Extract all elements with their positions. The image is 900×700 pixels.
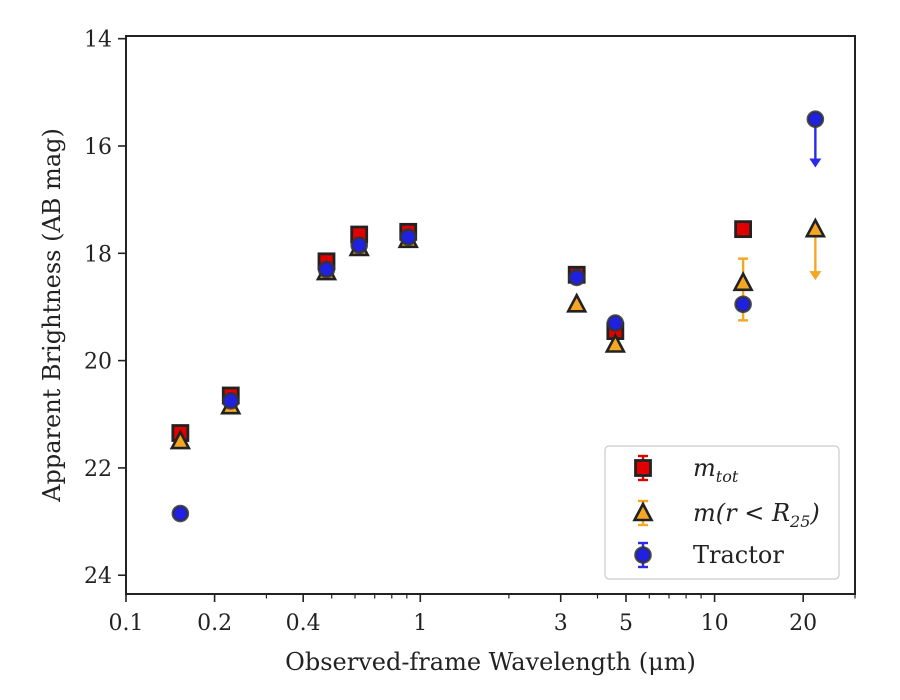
data-point bbox=[734, 295, 752, 314]
data-point bbox=[566, 292, 588, 313]
data-point bbox=[171, 504, 190, 523]
data-point bbox=[606, 314, 625, 332]
legend-entry: Tractor bbox=[634, 541, 784, 569]
data-point bbox=[734, 220, 753, 239]
x-tick-label: 0.2 bbox=[197, 611, 232, 636]
x-axis-label: Observed-frame Wavelength (μm) bbox=[285, 648, 696, 676]
x-tick-label: 1 bbox=[413, 611, 427, 636]
triangle-marker bbox=[566, 292, 588, 313]
x-tick-label: 3 bbox=[554, 611, 568, 636]
x-tick-label: 0.1 bbox=[109, 611, 144, 636]
data-point bbox=[317, 260, 336, 279]
axis-ticks: 0.1 0.2 0.4 1 3 5 10 20 14 16 18 20 22 24 bbox=[84, 28, 856, 636]
legend-label-subscript: tot bbox=[716, 467, 739, 486]
circle-marker bbox=[806, 110, 825, 128]
triangle-marker bbox=[804, 217, 827, 238]
circle-marker bbox=[221, 392, 240, 410]
data-point bbox=[221, 392, 240, 410]
triangle-marker bbox=[604, 332, 627, 353]
y-tick-label: 16 bbox=[84, 135, 112, 160]
y-tick-label: 22 bbox=[84, 457, 112, 482]
circle-marker bbox=[350, 236, 368, 255]
circle-marker bbox=[734, 295, 752, 314]
data-point bbox=[806, 110, 825, 168]
data-marks bbox=[169, 110, 827, 523]
triangle-marker bbox=[632, 501, 654, 522]
square-marker bbox=[734, 220, 753, 239]
y-axis-label: Apparent Brightness (AB mag) bbox=[38, 128, 66, 503]
data-point bbox=[169, 429, 192, 450]
series-m_r25 bbox=[169, 217, 827, 450]
legend-label-subscript: 25 bbox=[789, 512, 810, 531]
y-tick-label: 14 bbox=[84, 28, 112, 53]
data-point bbox=[604, 332, 627, 353]
circle-marker bbox=[567, 268, 586, 287]
data-point bbox=[804, 217, 827, 281]
series-m_tot bbox=[171, 220, 753, 442]
x-tick-label: 5 bbox=[619, 611, 633, 636]
x-tick-label: 0.4 bbox=[286, 611, 321, 636]
legend-label: Tractor bbox=[693, 541, 784, 569]
series-tractor bbox=[171, 110, 825, 523]
y-tick-label: 20 bbox=[84, 350, 112, 375]
x-tick-label: 20 bbox=[789, 611, 817, 636]
upper-limit-arrowhead bbox=[809, 158, 822, 168]
circle-marker bbox=[634, 546, 652, 564]
triangle-marker bbox=[169, 429, 192, 450]
circle-marker bbox=[606, 314, 625, 332]
x-tick-label: 10 bbox=[701, 611, 729, 636]
y-tick-label: 18 bbox=[84, 242, 112, 267]
legend-box bbox=[604, 445, 840, 580]
triangle-marker bbox=[732, 271, 754, 292]
circle-marker bbox=[171, 504, 190, 523]
plot-frame bbox=[125, 35, 856, 595]
circle-marker bbox=[399, 228, 418, 247]
legend-label-suffix: ) bbox=[809, 499, 819, 527]
data-point bbox=[567, 268, 586, 287]
circle-marker bbox=[317, 260, 336, 279]
axes-frame bbox=[125, 35, 856, 595]
y-tick-label: 24 bbox=[84, 564, 112, 589]
data-point bbox=[399, 228, 418, 247]
square-marker bbox=[634, 459, 652, 477]
data-point bbox=[350, 236, 368, 255]
upper-limit-arrowhead bbox=[809, 271, 822, 281]
